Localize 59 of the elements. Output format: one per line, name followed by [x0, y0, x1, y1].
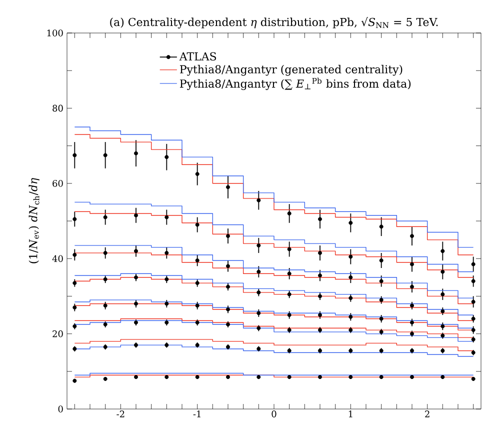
point	[103, 153, 108, 158]
point	[256, 243, 261, 248]
point	[318, 313, 322, 317]
point	[72, 252, 77, 257]
point	[164, 250, 169, 255]
point	[287, 211, 292, 216]
x-tick-label: 2	[425, 410, 430, 418]
point	[164, 215, 169, 220]
point	[410, 234, 414, 238]
point	[471, 300, 476, 304]
point	[440, 249, 445, 254]
point	[410, 262, 414, 266]
point	[195, 258, 200, 262]
point	[287, 247, 292, 252]
point	[103, 250, 108, 255]
point	[410, 284, 414, 289]
point	[134, 151, 138, 156]
point	[72, 217, 77, 222]
legend-label: ATLAS	[179, 52, 216, 61]
point	[164, 155, 169, 160]
point	[226, 185, 230, 190]
x-tick-label: 1	[348, 410, 352, 418]
point	[195, 172, 200, 176]
point	[134, 249, 138, 254]
point	[379, 224, 384, 229]
point	[287, 272, 292, 276]
y-tick-label: 80	[52, 104, 63, 112]
point	[134, 213, 138, 218]
point	[348, 220, 353, 225]
point	[318, 250, 322, 255]
point	[226, 264, 230, 268]
point	[195, 222, 200, 227]
point	[471, 279, 476, 284]
point	[72, 153, 77, 158]
x-tick-label: -2	[116, 410, 124, 418]
point	[318, 217, 322, 222]
point	[348, 254, 353, 259]
y-tick-label: 40	[52, 255, 63, 262]
chart-title: (a) Centrality-dependent η distribution, pPb, √S$_{NN}$ = 5 TeV.	[110, 17, 438, 28]
point	[440, 292, 445, 296]
point	[256, 198, 261, 202]
point	[318, 274, 322, 278]
point	[256, 270, 261, 274]
x-tick-label: -1	[193, 410, 200, 418]
legend-label: Pythia8/Angantyr (generated centrality)	[180, 64, 402, 76]
point	[379, 258, 384, 262]
y-tick-label: 60	[52, 180, 63, 187]
y-tick-label: 20	[52, 330, 63, 338]
point	[379, 279, 384, 284]
point	[440, 270, 445, 274]
point	[226, 234, 230, 238]
point	[348, 275, 353, 280]
point	[471, 262, 476, 266]
point	[287, 313, 292, 317]
x-tick-label: 0	[272, 410, 276, 418]
point	[103, 215, 108, 220]
y-tick-label: 100	[47, 30, 63, 36]
legend-label: Pythia8/Angantyr (∑ E$_{⊥}$$^{Pb}$ bins from data)	[180, 78, 411, 90]
y-tick-label: 0	[58, 406, 63, 412]
